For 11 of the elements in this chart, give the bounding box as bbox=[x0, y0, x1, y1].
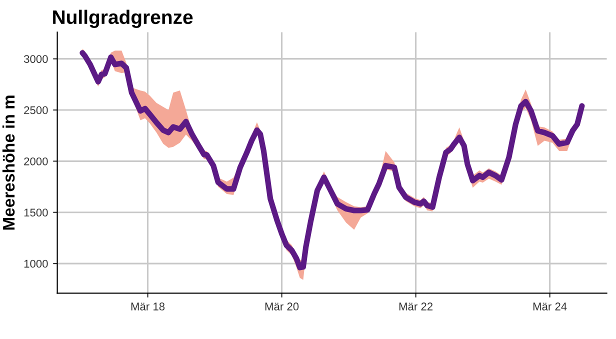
chart-title: Nullgradgrenze bbox=[53, 10, 193, 28]
y-tick-label: 3000 bbox=[24, 55, 48, 63]
x-tick-label: Mär 18 bbox=[131, 302, 165, 310]
x-tick-label: Mär 24 bbox=[533, 302, 567, 310]
y-tick-label: 2000 bbox=[24, 157, 48, 166]
x-tick-label: Mär 20 bbox=[265, 302, 299, 310]
y-tick-label: 1500 bbox=[24, 208, 48, 216]
y-axis-title: Meereshöhe in m bbox=[2, 96, 15, 230]
y-tick-label: 2500 bbox=[24, 106, 48, 114]
y-tick-label: 1000 bbox=[24, 260, 48, 268]
x-tick-label: Mär 22 bbox=[399, 302, 433, 310]
